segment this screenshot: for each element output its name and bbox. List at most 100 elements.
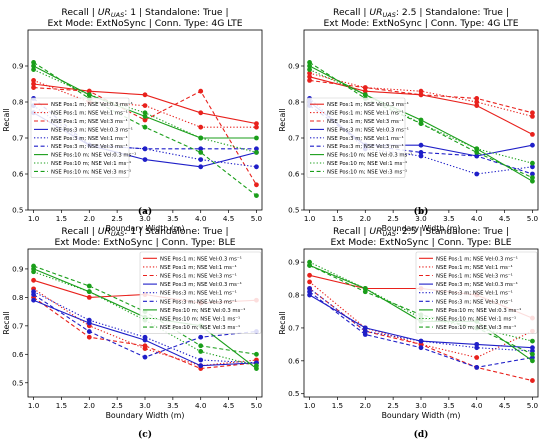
data-point [418,142,424,148]
data-point [254,124,259,130]
legend-entry: NSE Pos:10 m; NSE Vel:0.3 ms⁻¹ [327,152,412,159]
legend-box [415,251,538,334]
data-point [254,135,259,141]
series-line [33,271,257,367]
data-point [142,124,148,130]
data-point [86,294,92,300]
chart-panel-a: Recall | URUAS: 1 | Standalone: True |Ex… [2,7,263,233]
x-tick-label: 2.5 [111,401,122,410]
x-tick-label: 3.0 [139,214,151,223]
legend-entry: NSE Pos:3 m; NSE Vel:0.3 ms⁻¹ [436,281,518,288]
series-3 [307,78,535,116]
data-point [142,146,148,152]
chart-title-subscript: UAS [383,230,396,238]
chart-title-prefix: Recall | [333,226,369,237]
data-point [474,103,480,108]
y-tick-label: 0.9 [12,264,24,273]
x-tick-label: 2.0 [360,214,372,223]
data-point [530,160,535,166]
chart-title-line2: Ext Mode: ExtNoSync | Conn. Type: 4G LTE [47,18,242,29]
legend-entry: NSE Pos:10 m; NSE Vel:1 ms⁻¹ [327,160,407,167]
x-tick-label: 1.5 [56,214,67,223]
chart-title-prefix: Recall | [333,7,369,18]
x-tick-label: 5.0 [251,401,263,410]
data-point [142,103,148,108]
legend-entry: NSE Pos:10 m; NSE Vel:1 ms⁻¹ [51,160,131,167]
data-point [418,338,424,344]
legend-entry: NSE Pos:1 m; NSE Vel:3 ms⁻¹ [327,118,404,125]
y-tick-label: 0.9 [288,258,300,267]
data-point [31,67,36,72]
legend-entry: NSE Pos:1 m; NSE Vel:3 ms⁻¹ [160,273,237,280]
data-point [530,378,535,383]
chart-title-line1: Recall | URUAS: 2.5 | Standalone: True | [333,7,509,19]
legend-entry: NSE Pos:1 m; NSE Vel:1 ms⁻¹ [327,110,404,117]
chart-title-symbol: UR [98,7,111,18]
y-tick-label: 0.8 [12,293,24,302]
data-point [86,283,92,289]
legend: NSE Pos:1 m; NSE Vel:0.3 ms⁻¹ NSE Pos:1 m… [415,251,538,334]
data-point [198,164,204,170]
data-point [198,88,204,94]
x-tick-label: 1.0 [304,401,316,410]
data-point [530,175,535,181]
y-axis-label: Recall [278,108,287,131]
x-tick-label: 4.5 [499,401,510,410]
data-point [530,178,535,184]
x-tick-label: 3.5 [167,401,178,410]
chart-title-subscript: UAS [111,11,124,19]
data-point [142,157,148,163]
panel-label: (d) [414,429,429,440]
legend-entry: NSE Pos:3 m; NSE Vel:0.3 ms⁻¹ [51,126,133,133]
series-6 [307,289,535,370]
data-point [418,341,424,347]
x-tick-label: 5.0 [251,214,263,223]
data-point [31,292,36,297]
data-point [307,78,312,83]
y-tick-label: 0.7 [288,134,299,143]
x-tick-label: 2.0 [360,401,372,410]
data-point [198,157,204,163]
data-point [474,365,480,370]
chart-title-symbol: UR [98,226,111,237]
legend-entry: NSE Pos:1 m; NSE Vel:1 ms⁻¹ [51,110,128,117]
y-axis-label: Recall [2,108,11,131]
legend-entry: NSE Pos:3 m; NSE Vel:1 ms⁻¹ [160,290,237,297]
chart-title-line1: Recall | URUAS: 2.5 | Standalone: True | [333,226,509,238]
data-point [474,355,480,360]
data-point [198,334,204,340]
x-tick-label: 4.0 [471,401,483,410]
data-point [142,334,148,340]
data-point [198,349,204,354]
y-axis-label: Recall [2,311,11,334]
chart-panel-c: Recall | URUAS: 1 | Standalone: True |Ex… [2,226,263,440]
data-point [86,92,92,98]
data-point [307,259,312,265]
legend-entry: NSE Pos:3 m; NSE Vel:1 ms⁻¹ [51,135,128,142]
y-tick-label: 0.8 [12,98,24,107]
data-point [418,121,424,126]
legend: NSE Pos:1 m; NSE Vel:0.3 ms⁻¹ NSE Pos:1 m… [306,97,412,178]
x-axis-label: Boundary Width (m) [382,224,461,233]
x-tick-label: 2.5 [387,214,398,223]
legend-entry: NSE Pos:10 m; NSE Vel:0.3 ms⁻¹ [160,307,245,314]
x-tick-label: 3.5 [443,214,454,223]
y-tick-label: 0.8 [288,98,300,107]
data-point [530,171,535,177]
legend-entry: NSE Pos:1 m; NSE Vel:0.3 ms⁻¹ [51,101,133,108]
legend-entry: NSE Pos:3 m; NSE Vel:3 ms⁻¹ [436,298,513,305]
x-tick-label: 2.5 [387,401,398,410]
data-point [198,124,204,130]
chart-title-suffix: : 1 | Standalone: True | [124,7,228,18]
data-point [142,110,148,116]
y-tick-label: 0.6 [12,170,24,179]
data-point [307,74,312,80]
series-8 [307,67,535,166]
chart-title-line2: Ext Mode: ExtNoSync | Conn. Type: BLE [330,237,511,248]
legend: NSE Pos:1 m; NSE Vel:0.3 ms⁻¹ NSE Pos:1 m… [139,251,262,334]
data-point [418,92,424,98]
legend-entry: NSE Pos:1 m; NSE Vel:0.3 ms⁻¹ [436,255,518,262]
data-point [362,332,368,337]
x-tick-label: 4.0 [195,214,207,223]
